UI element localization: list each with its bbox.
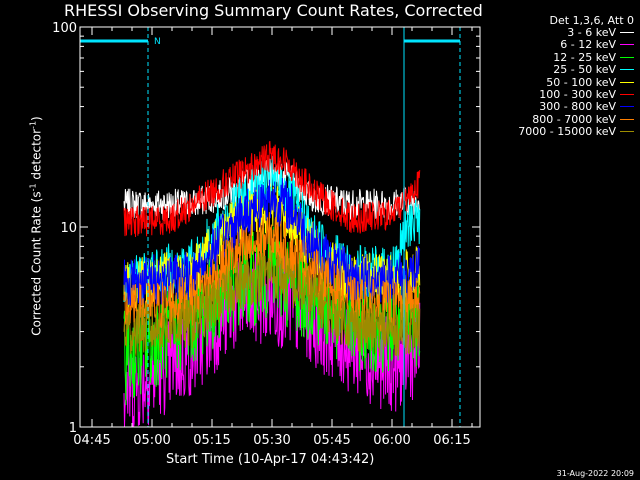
series-layer [123, 140, 421, 428]
x-axis-label: Start Time (10-Apr-17 04:43:42) [166, 452, 375, 467]
legend-entry: 300 - 800 keV [486, 100, 634, 114]
legend-swatch [620, 118, 634, 120]
legend-swatch [620, 106, 634, 108]
legend-swatch [620, 131, 634, 133]
legend-entry: 12 - 25 keV [486, 50, 634, 64]
legend-entry: 800 - 7000 keV [486, 112, 634, 126]
legend-label: 25 - 50 keV [553, 63, 616, 77]
legend-label: 6 - 12 keV [560, 38, 616, 52]
legend-label: 7000 - 15000 keV [518, 125, 616, 139]
y-tick-label: 10 [60, 221, 77, 236]
legend-entry: 6 - 12 keV [486, 38, 634, 52]
legend-swatch [620, 94, 634, 96]
x-tick-label: 05:15 [193, 433, 230, 448]
y-axis-label: Corrected Count Rate (s-1 detector-1) [28, 116, 44, 336]
timestamp: 31-Aug-2022 20:09 [556, 469, 634, 478]
series-5 [123, 140, 421, 238]
legend-entry: 7000 - 15000 keV [486, 125, 634, 139]
legend-entry: 25 - 50 keV [486, 63, 634, 77]
legend-entry: 50 - 100 keV [486, 75, 634, 89]
legend-entry: 3 - 6 keV [486, 26, 634, 40]
legend-label: 12 - 25 keV [553, 50, 616, 64]
legend-label: 100 - 300 keV [539, 88, 616, 102]
legend-swatch [620, 69, 634, 71]
legend: Det 1,3,6, Att 0 3 - 6 keV 6 - 12 keV 12 -… [486, 14, 634, 138]
chart-title: RHESSI Observing Summary Count Rates, Co… [64, 1, 483, 20]
x-tick-label: 06:15 [433, 433, 470, 448]
legend-swatch [620, 81, 634, 83]
legend-header: Det 1,3,6, Att 0 [549, 13, 634, 27]
x-tick-label: 06:00 [373, 433, 410, 448]
legend-swatch [620, 32, 634, 34]
legend-swatch [620, 56, 634, 58]
y-tick-label: 100 [52, 21, 77, 36]
x-tick-label: 05:45 [313, 433, 350, 448]
legend-label: 800 - 7000 keV [532, 112, 616, 126]
x-tick-label: 05:30 [253, 433, 290, 448]
series-1 [123, 252, 421, 428]
legend-label: 300 - 800 keV [539, 100, 616, 114]
series-8 [123, 251, 421, 357]
legend-swatch [620, 44, 634, 46]
axis-layer: 04:45 05:00 05:15 05:30 05:45 06:00 06:15 1 10 10… [52, 21, 480, 448]
legend-label: 50 - 100 keV [546, 75, 616, 89]
legend-entry: 100 - 300 keV [486, 88, 634, 102]
x-tick-label: 04:45 [73, 433, 110, 448]
annotation-flag: N [154, 37, 161, 47]
legend-label: 3 - 6 keV [567, 26, 616, 40]
y-tick-label: 1 [69, 421, 77, 436]
x-tick-label: 05:00 [133, 433, 170, 448]
